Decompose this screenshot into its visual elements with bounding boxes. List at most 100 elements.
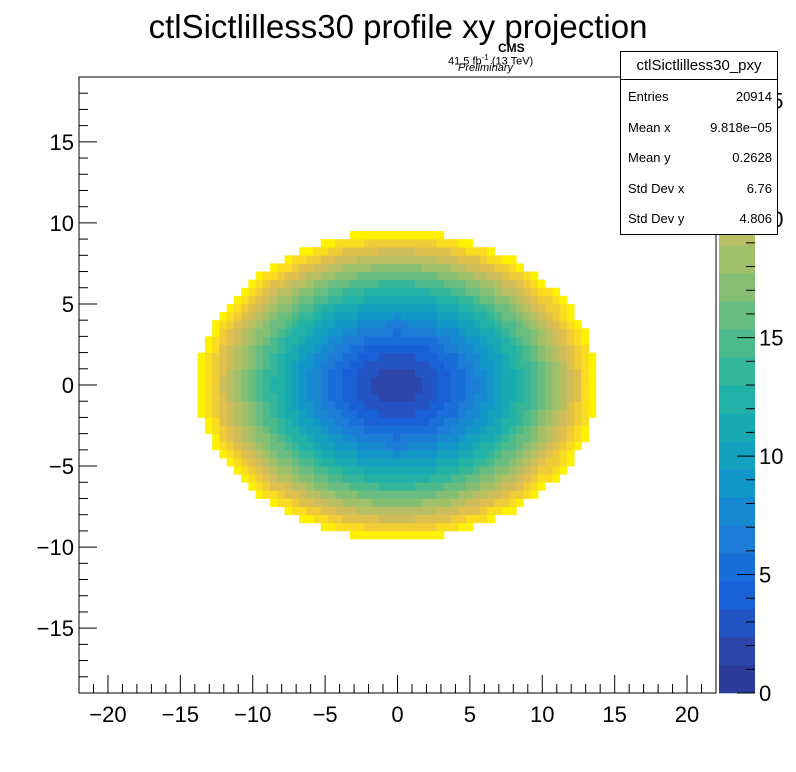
heatmap-cell — [436, 239, 445, 248]
heatmap-cell — [277, 482, 285, 491]
heatmap-cell — [487, 474, 495, 483]
heatmap-cell — [458, 409, 466, 418]
heatmap-cell — [559, 385, 568, 394]
heatmap-cell — [516, 352, 524, 362]
heatmap-cell — [400, 457, 409, 467]
heatmap-cell — [385, 255, 394, 264]
heatmap-cell — [270, 466, 278, 475]
heatmap-cell — [465, 368, 474, 378]
stats-row-std-y: Std Dev y 4.806 — [621, 202, 777, 233]
heatmap-cell — [516, 287, 524, 297]
heatmap-cell — [407, 360, 416, 370]
heatmap-cell — [270, 482, 278, 491]
heatmap-cell — [530, 393, 539, 402]
heatmap-cell — [429, 271, 437, 281]
heatmap-cell — [523, 490, 532, 499]
heatmap-cell — [400, 263, 409, 272]
heatmap-cell — [313, 417, 322, 426]
heatmap-cell — [472, 490, 481, 499]
heatmap-cell — [414, 393, 423, 402]
heatmap-cell — [371, 490, 380, 499]
heatmap-cell — [335, 449, 343, 459]
heatmap-cell — [313, 449, 322, 459]
heatmap-cell — [451, 263, 459, 272]
heatmap-cell — [378, 247, 387, 256]
heatmap-cell — [277, 312, 285, 321]
heatmap-cell — [516, 312, 524, 321]
heatmap-cell — [480, 368, 488, 378]
heatmap-cell — [270, 498, 278, 507]
heatmap-cell — [516, 279, 524, 289]
heatmap-cell — [291, 352, 300, 362]
heatmap-cell — [443, 263, 452, 272]
heatmap-cell — [487, 279, 495, 289]
heatmap-cell — [566, 425, 575, 435]
heatmap-cell — [451, 393, 459, 402]
heatmap-cell — [508, 482, 517, 491]
heatmap-cell — [284, 401, 293, 410]
heatmap-cell — [400, 482, 409, 491]
heatmap-cell — [581, 352, 589, 362]
heatmap-cell — [364, 530, 372, 540]
heatmap-cell — [407, 287, 416, 297]
heatmap-cell — [443, 441, 452, 451]
heatmap-cell — [313, 360, 322, 370]
heatmap-cell — [313, 247, 322, 256]
heatmap-cell — [393, 303, 401, 313]
heatmap-cell — [552, 449, 561, 459]
heatmap-cell — [349, 263, 358, 272]
heatmap-cell — [472, 287, 481, 297]
heatmap-cell — [480, 352, 488, 362]
heatmap-cell — [436, 466, 445, 475]
heatmap-cell — [241, 441, 249, 451]
heatmap-cell — [349, 385, 358, 394]
heatmap-cell — [204, 417, 213, 426]
heatmap-cell — [429, 312, 437, 321]
heatmap-cell — [422, 247, 430, 256]
heatmap-cell — [342, 344, 351, 353]
heatmap-cell — [233, 295, 242, 305]
heatmap-cell — [356, 490, 365, 499]
heatmap-cell — [501, 385, 510, 394]
heatmap-cell — [364, 336, 372, 345]
heatmap-cell — [451, 425, 459, 435]
heatmap-cell — [451, 457, 459, 467]
heatmap-cell — [559, 409, 568, 418]
heatmap-cell — [241, 352, 249, 362]
heatmap-cell — [328, 425, 336, 435]
heatmap-cell — [508, 336, 517, 345]
heatmap-cell — [422, 239, 430, 248]
heatmap-cell — [241, 303, 249, 313]
heatmap-cell — [212, 320, 220, 329]
heatmap-cell — [248, 401, 257, 410]
palette-swatch — [719, 245, 755, 274]
heatmap-cell — [516, 498, 524, 507]
heatmap-cell — [255, 279, 264, 289]
heatmap-cell — [516, 449, 524, 459]
heatmap-cell — [270, 385, 278, 394]
heatmap-cell — [545, 449, 553, 459]
heatmap-cell — [219, 417, 228, 426]
heatmap-cell — [480, 303, 488, 313]
heatmap-cell — [335, 441, 343, 451]
heatmap-cell — [364, 401, 372, 410]
heatmap-cell — [378, 320, 387, 329]
heatmap-cell — [306, 376, 314, 386]
heatmap-cell — [356, 368, 365, 378]
x-tick-label: 5 — [464, 702, 476, 727]
heatmap-cell — [233, 409, 242, 418]
heatmap-cell — [255, 457, 264, 467]
heatmap-cell — [566, 336, 575, 345]
heatmap-cell — [328, 295, 336, 305]
heatmap-cell — [313, 279, 322, 289]
heatmap-cell — [501, 409, 510, 418]
heatmap-cell — [284, 312, 293, 321]
heatmap-cell — [422, 303, 430, 313]
heatmap-cell — [458, 295, 466, 305]
heatmap-cell — [349, 425, 358, 435]
heatmap-cell — [443, 295, 452, 305]
heatmap-cell — [501, 441, 510, 451]
heatmap-cell — [299, 328, 307, 337]
heatmap-cell — [436, 336, 445, 345]
heatmap-cell — [342, 393, 351, 402]
